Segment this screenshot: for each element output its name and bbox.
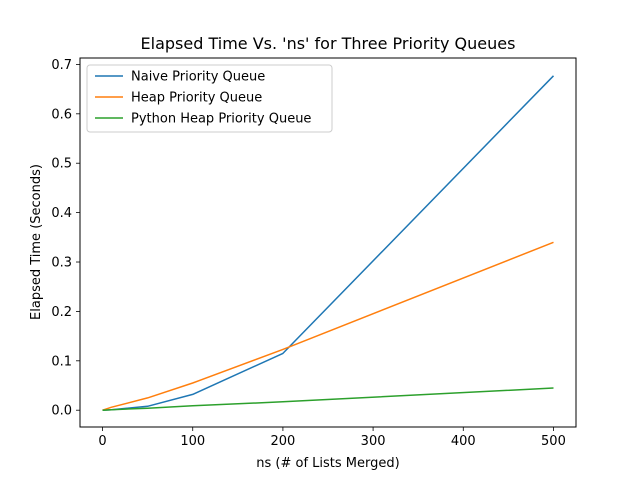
y-tick-label: 0.3 xyxy=(51,256,72,271)
x-axis-label: ns (# of Lists Merged) xyxy=(256,456,399,471)
legend-entry-1: Heap Priority Queue xyxy=(131,91,262,106)
y-tick-label: 0.6 xyxy=(51,107,72,122)
y-tick-label: 0.1 xyxy=(51,354,72,369)
legend: Naive Priority Queue Heap Priority Queue P… xyxy=(86,64,333,133)
x-tick-label: 400 xyxy=(451,434,476,449)
legend-box xyxy=(86,64,333,133)
plot-frame xyxy=(79,57,577,428)
legend-entry-0: Naive Priority Queue xyxy=(131,70,265,85)
y-axis-label: Elapsed Time (Seconds) xyxy=(29,164,44,320)
x-tick-label: 200 xyxy=(270,434,295,449)
series-line-2 xyxy=(102,387,554,411)
series-line-1 xyxy=(102,241,554,411)
y-axis: 0.0 0.1 0.2 0.3 0.4 0.5 0.6 0.7 xyxy=(51,58,80,419)
y-tick-label: 0.0 xyxy=(51,404,72,419)
x-axis: 0 100 200 300 400 500 xyxy=(98,427,566,449)
x-tick-label: 100 xyxy=(180,434,205,449)
y-tick-label: 0.7 xyxy=(51,58,72,73)
chart-title: Elapsed Time Vs. 'ns' for Three Priority… xyxy=(141,34,516,53)
x-tick-label: 0 xyxy=(98,434,106,449)
y-tick-label: 0.5 xyxy=(51,157,72,172)
x-tick-label: 500 xyxy=(541,434,566,449)
y-tick-label: 0.2 xyxy=(51,305,72,320)
legend-entry-2: Python Heap Priority Queue xyxy=(131,112,311,127)
y-tick-label: 0.4 xyxy=(51,206,72,221)
x-tick-label: 300 xyxy=(361,434,386,449)
